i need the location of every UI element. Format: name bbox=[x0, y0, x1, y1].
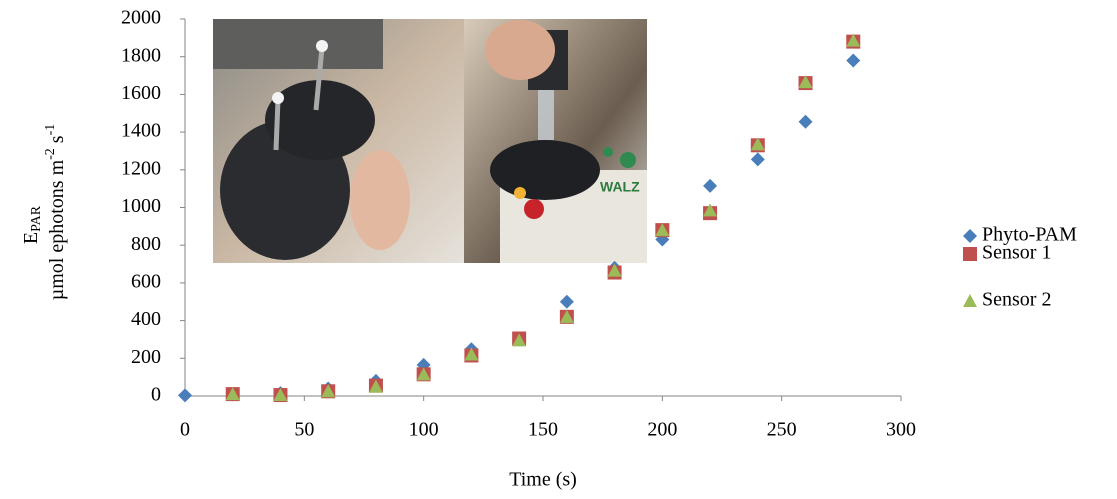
y-label-exponent: -2 bbox=[43, 148, 58, 160]
y-tick-label: 2000 bbox=[121, 7, 161, 29]
marker bbox=[560, 295, 574, 309]
y-label-subscript: PAR bbox=[29, 205, 44, 232]
y-tick-label: 600 bbox=[131, 270, 161, 292]
svg-text:WALZ: WALZ bbox=[600, 179, 640, 195]
legend-marker bbox=[963, 247, 977, 261]
y-tick-label: 1200 bbox=[121, 157, 161, 179]
chart: WALZ EPAR µmol ephotons m-2 s-1 Time (s)… bbox=[0, 0, 1117, 499]
legend-label: Sensor 2 bbox=[982, 289, 1051, 311]
y-tick-label: 400 bbox=[131, 308, 161, 330]
legend-marker bbox=[963, 294, 977, 307]
photo-right: WALZ bbox=[464, 19, 647, 263]
y-tick-label: 1600 bbox=[121, 82, 161, 104]
x-tick-label: 50 bbox=[294, 419, 314, 441]
marker bbox=[703, 179, 717, 193]
x-tick-label: 200 bbox=[647, 419, 677, 441]
y-tick-label: 1000 bbox=[121, 195, 161, 217]
x-tick-label: 300 bbox=[886, 419, 916, 441]
x-tick-label: 250 bbox=[767, 419, 797, 441]
y-axis-label: µmol ephotons m-2 s-1 bbox=[43, 124, 67, 301]
y-label-unit: µmol ephotons m bbox=[46, 159, 68, 300]
y-label-symbol: E bbox=[20, 232, 42, 244]
x-axis-label: Time (s) bbox=[509, 469, 577, 491]
x-tick-label: 100 bbox=[409, 419, 439, 441]
marker bbox=[178, 388, 192, 402]
legend-marker bbox=[963, 229, 977, 243]
y-tick-label: 1800 bbox=[121, 44, 161, 66]
legend-label: Sensor 1 bbox=[982, 242, 1051, 264]
y-label-exponent: -1 bbox=[43, 124, 58, 136]
x-tick-label: 0 bbox=[180, 419, 190, 441]
marker bbox=[751, 152, 765, 166]
marker bbox=[799, 115, 813, 129]
x-tick-label: 150 bbox=[528, 419, 558, 441]
photo-left bbox=[213, 19, 464, 263]
marker bbox=[846, 53, 860, 67]
y-tick-label: 0 bbox=[151, 384, 161, 406]
y-tick-label: 200 bbox=[131, 346, 161, 368]
y-axis-label: EPAR bbox=[20, 205, 45, 244]
y-tick-label: 800 bbox=[131, 233, 161, 255]
y-label-unit: s bbox=[46, 135, 68, 148]
y-tick-label: 1400 bbox=[121, 120, 161, 142]
